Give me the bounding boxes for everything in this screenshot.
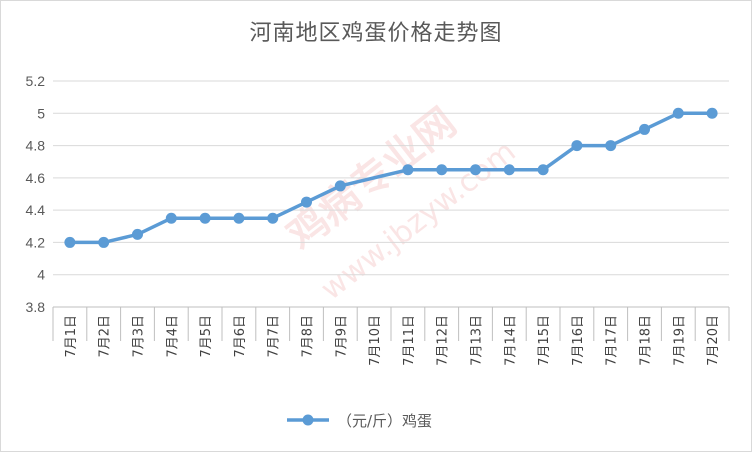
x-tick-label: 7月19日 [672, 315, 687, 366]
data-point [233, 212, 245, 224]
data-point [267, 212, 279, 224]
data-point [199, 212, 211, 224]
y-tick-label: 4 [37, 267, 45, 283]
x-tick-label: 7月8日 [301, 315, 316, 358]
y-tick-label: 4.2 [26, 234, 46, 250]
y-tick-label: 4.4 [26, 202, 46, 218]
data-point [605, 140, 617, 152]
data-point [706, 107, 718, 119]
x-tick-label: 7月10日 [368, 315, 383, 366]
data-point [301, 196, 312, 208]
legend-marker [302, 414, 314, 426]
x-tick-label: 7月3日 [132, 315, 147, 358]
data-point [436, 164, 448, 176]
data-point [334, 180, 346, 192]
x-tick-label: 7月4日 [165, 315, 180, 358]
data-point [132, 228, 143, 240]
data-point [98, 236, 110, 248]
x-tick-label: 7月15日 [537, 315, 552, 366]
y-tick-label: 3.8 [26, 299, 46, 315]
y-tick-label: 5.2 [26, 73, 46, 89]
data-point [537, 164, 549, 176]
x-tick-label: 7月20日 [706, 315, 721, 366]
x-tick-label: 7月14日 [503, 315, 518, 366]
x-tick-label: 7月13日 [470, 315, 485, 366]
data-point [672, 107, 684, 119]
x-tick-label: 7月16日 [571, 315, 586, 366]
data-point [571, 140, 583, 152]
x-tick-label: 7月5日 [199, 315, 214, 358]
x-tick-label: 7月6日 [233, 315, 248, 358]
y-tick-label: 4.6 [26, 170, 46, 186]
x-tick-label: 7月18日 [639, 315, 654, 366]
chart-title: 河南地区鸡蛋价格走势图 [249, 21, 503, 46]
data-point [503, 164, 515, 176]
x-tick-label: 7月1日 [64, 315, 79, 358]
data-point [64, 236, 76, 248]
x-tick-label: 7月2日 [98, 315, 113, 358]
legend-label: （元/斤）鸡蛋 [337, 412, 432, 430]
x-tick-label: 7月9日 [334, 315, 349, 358]
data-point [165, 212, 177, 224]
y-tick-label: 4.8 [26, 138, 46, 154]
x-tick-label: 7月11日 [402, 315, 417, 366]
data-point [470, 164, 481, 176]
data-point [639, 123, 650, 135]
data-point [402, 164, 414, 176]
y-tick-label: 5 [37, 105, 45, 121]
x-tick-label: 7月17日 [605, 315, 620, 366]
x-tick-label: 7月12日 [436, 315, 451, 366]
x-tick-label: 7月7日 [267, 315, 282, 358]
